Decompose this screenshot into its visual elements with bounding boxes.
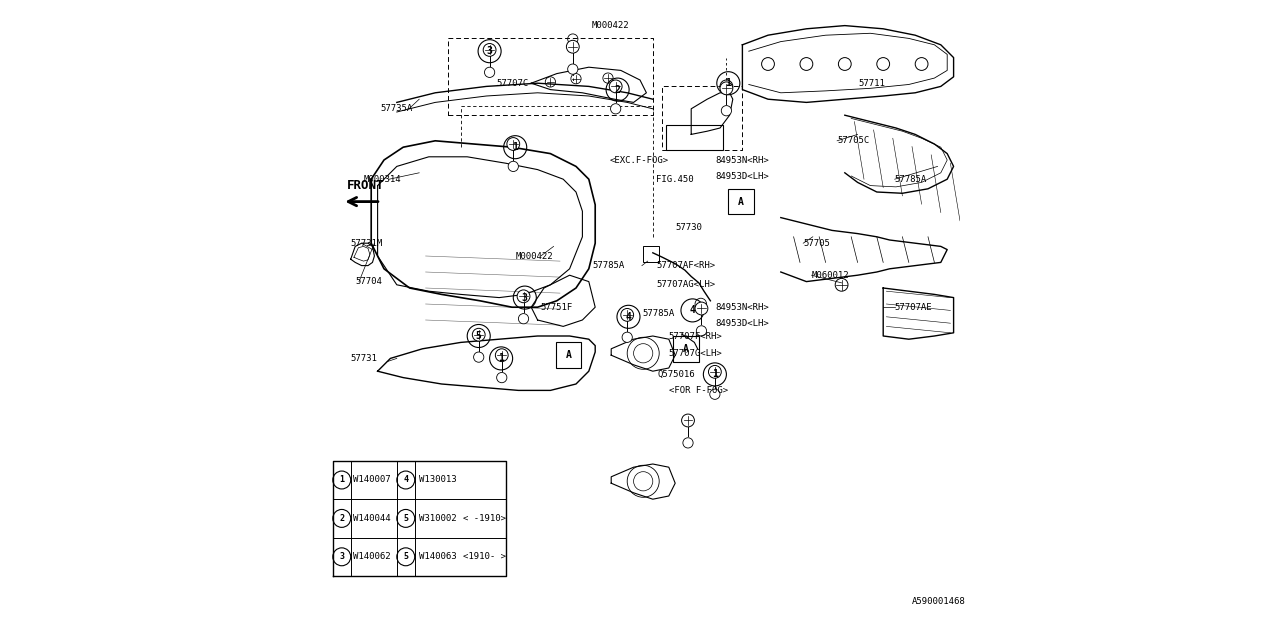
- Circle shape: [696, 326, 707, 336]
- Circle shape: [484, 44, 497, 56]
- Text: 5: 5: [403, 552, 408, 561]
- Circle shape: [472, 328, 485, 341]
- Text: 57731: 57731: [351, 354, 378, 363]
- Text: FRONT: FRONT: [347, 179, 385, 192]
- Circle shape: [609, 80, 622, 93]
- Text: 57785A: 57785A: [591, 261, 625, 270]
- Text: 84953D<LH>: 84953D<LH>: [716, 319, 769, 328]
- Text: 2: 2: [614, 84, 621, 95]
- Text: 4: 4: [403, 476, 408, 484]
- Circle shape: [684, 438, 694, 448]
- Text: 57785A: 57785A: [643, 309, 675, 318]
- Text: 84953D<LH>: 84953D<LH>: [716, 172, 769, 180]
- Text: 5: 5: [403, 514, 408, 523]
- Text: M000314: M000314: [364, 175, 401, 184]
- Text: A: A: [566, 350, 571, 360]
- Circle shape: [709, 365, 722, 378]
- Circle shape: [622, 332, 632, 342]
- Text: 57705C: 57705C: [837, 136, 869, 145]
- Circle shape: [709, 389, 719, 399]
- Text: A590001468: A590001468: [911, 597, 965, 606]
- Text: 57707G<LH>: 57707G<LH>: [668, 349, 722, 358]
- Text: 4: 4: [626, 312, 631, 322]
- Text: 57751F: 57751F: [540, 303, 573, 312]
- Circle shape: [517, 290, 530, 303]
- Text: 3: 3: [522, 292, 527, 303]
- Text: <FOR F-FOG>: <FOR F-FOG>: [668, 386, 728, 395]
- Text: W130013: W130013: [419, 476, 456, 484]
- Text: M000422: M000422: [516, 252, 553, 260]
- Text: M000422: M000422: [591, 21, 630, 30]
- Circle shape: [497, 372, 507, 383]
- Text: 57730: 57730: [676, 223, 701, 232]
- Text: FIG.450: FIG.450: [657, 175, 694, 184]
- Text: 57707AG<LH>: 57707AG<LH>: [657, 280, 716, 289]
- Circle shape: [719, 82, 733, 95]
- Circle shape: [507, 138, 520, 150]
- Text: 84953N<RH>: 84953N<RH>: [716, 156, 769, 164]
- Text: 2: 2: [339, 514, 344, 523]
- Text: 4: 4: [690, 305, 695, 316]
- Text: W140063: W140063: [419, 552, 456, 561]
- Bar: [644, 246, 659, 262]
- Text: W140044: W140044: [353, 514, 390, 523]
- Text: M060012: M060012: [812, 271, 849, 280]
- Text: 3: 3: [339, 552, 344, 561]
- Circle shape: [566, 40, 579, 53]
- Text: 1: 1: [498, 353, 504, 364]
- Text: 57705: 57705: [804, 239, 829, 248]
- Text: 57704: 57704: [356, 277, 381, 286]
- Text: 57731M: 57731M: [351, 239, 383, 248]
- Circle shape: [721, 106, 732, 116]
- Circle shape: [621, 308, 634, 321]
- Circle shape: [518, 314, 529, 324]
- Text: Q575016: Q575016: [658, 370, 695, 379]
- Text: 84953N<RH>: 84953N<RH>: [716, 303, 769, 312]
- Text: 1: 1: [512, 142, 518, 152]
- Text: <EXC.F-FOG>: <EXC.F-FOG>: [609, 156, 668, 164]
- Text: 57707F<RH>: 57707F<RH>: [668, 332, 722, 340]
- Text: 57735A: 57735A: [381, 104, 413, 113]
- Circle shape: [508, 161, 518, 172]
- Text: 57785A: 57785A: [895, 175, 927, 184]
- Text: A: A: [684, 344, 689, 354]
- Text: 5: 5: [476, 331, 481, 341]
- Circle shape: [682, 414, 694, 427]
- Circle shape: [485, 67, 495, 77]
- Text: 57707AF<RH>: 57707AF<RH>: [657, 261, 716, 270]
- Text: 1: 1: [712, 369, 718, 380]
- Text: A: A: [739, 196, 744, 207]
- Text: 1: 1: [726, 78, 731, 88]
- Text: 3: 3: [486, 46, 493, 56]
- Text: W310002: W310002: [419, 514, 456, 523]
- Circle shape: [495, 349, 508, 362]
- Circle shape: [695, 302, 708, 315]
- Text: < -1910>: < -1910>: [463, 514, 506, 523]
- Text: <1910- >: <1910- >: [463, 552, 506, 561]
- Text: 57707C: 57707C: [497, 79, 529, 88]
- Circle shape: [474, 352, 484, 362]
- Text: 57711: 57711: [859, 79, 886, 88]
- Text: 57707AE: 57707AE: [895, 303, 932, 312]
- Text: W140062: W140062: [353, 552, 390, 561]
- Bar: [666, 125, 723, 150]
- Text: 1: 1: [339, 476, 344, 484]
- Circle shape: [568, 64, 579, 74]
- Circle shape: [611, 104, 621, 114]
- Text: W140007: W140007: [353, 476, 390, 484]
